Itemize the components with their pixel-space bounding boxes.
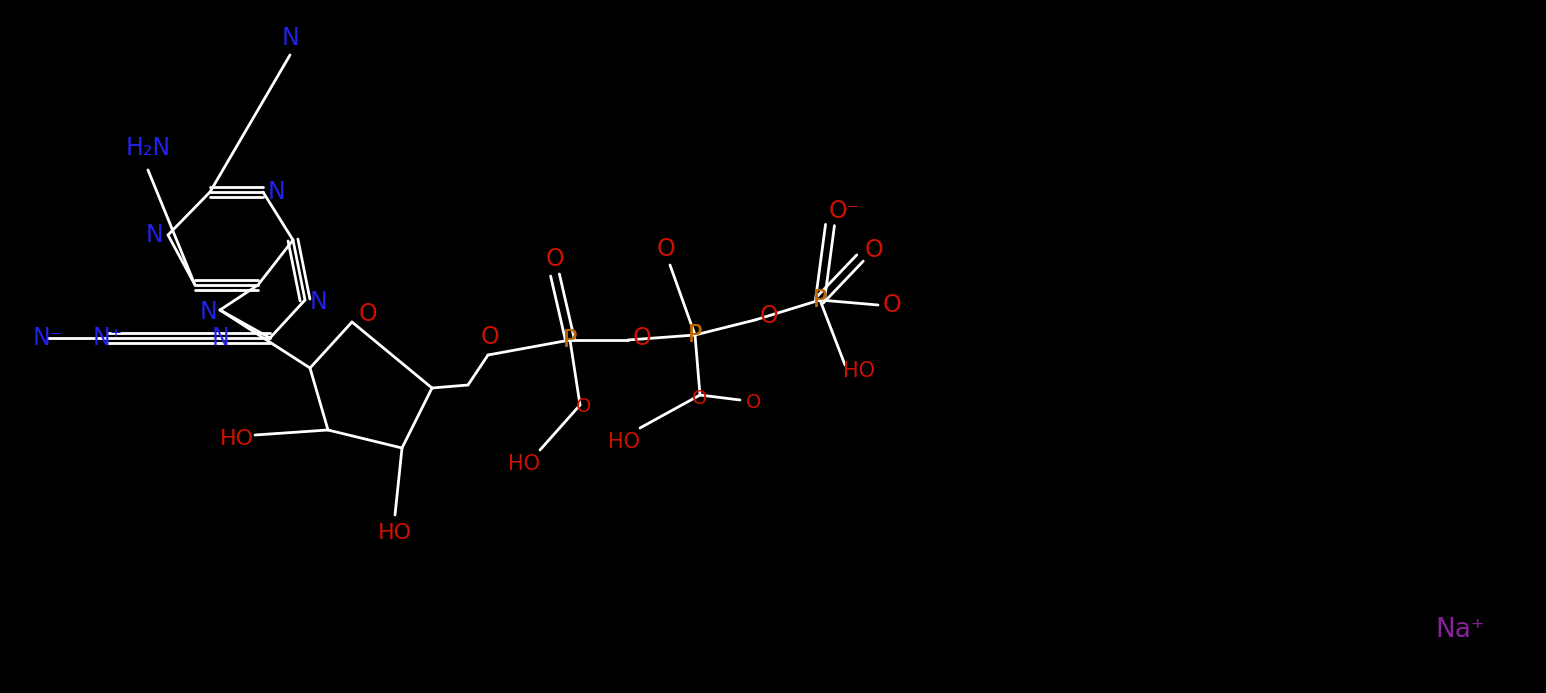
Text: P: P <box>813 288 827 312</box>
Text: O: O <box>577 398 592 416</box>
Text: O: O <box>883 293 901 317</box>
Text: N⁻: N⁻ <box>32 326 63 350</box>
Text: N⁺: N⁺ <box>93 326 124 350</box>
Text: HO: HO <box>220 429 254 449</box>
Text: P: P <box>563 328 577 352</box>
Text: O: O <box>747 392 762 412</box>
Text: N: N <box>199 300 216 324</box>
Text: P: P <box>813 288 827 312</box>
Text: O: O <box>359 302 377 326</box>
Text: H₂N: H₂N <box>125 136 170 160</box>
Text: HO: HO <box>509 454 540 474</box>
Text: HO: HO <box>377 523 413 543</box>
Text: O: O <box>481 325 499 349</box>
Text: Na⁺: Na⁺ <box>1435 617 1484 643</box>
Text: P: P <box>688 323 702 347</box>
Text: O: O <box>759 304 778 328</box>
Text: O: O <box>693 389 708 408</box>
Text: O⁻: O⁻ <box>829 199 860 223</box>
Text: N: N <box>267 180 286 204</box>
Text: HO: HO <box>608 432 640 452</box>
Text: O: O <box>632 326 651 350</box>
Text: HO: HO <box>843 361 875 381</box>
Text: N: N <box>212 326 229 350</box>
Text: N: N <box>281 26 298 50</box>
Text: O: O <box>546 247 564 271</box>
Text: N: N <box>311 290 328 314</box>
Text: N: N <box>145 223 162 247</box>
Text: P: P <box>563 328 577 352</box>
Text: O: O <box>864 238 883 262</box>
Text: O: O <box>657 237 676 261</box>
Text: P: P <box>688 323 702 347</box>
